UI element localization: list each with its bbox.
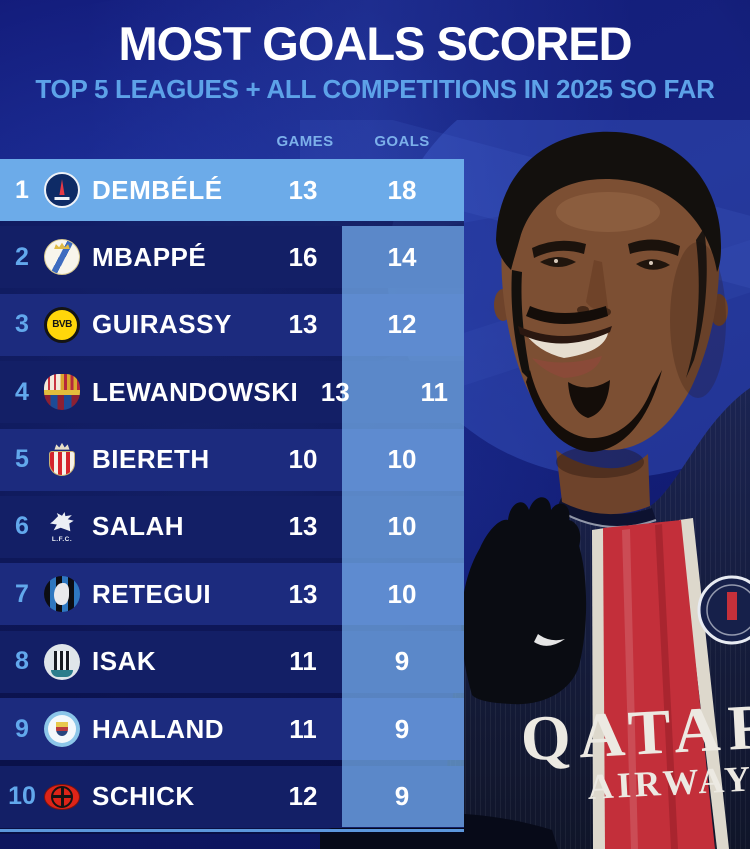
player-name: HAALAND (92, 713, 225, 744)
goals-value: 10 (387, 578, 417, 609)
leaderboard-table: 1 DEMBÉLÉ 13 18 2 MBAPPÉ 16 14 3 BVB GUI… (0, 159, 464, 833)
goals-value: 9 (394, 646, 410, 677)
player-neck (556, 450, 650, 515)
goals-column-header: GOALS (374, 133, 430, 150)
man-city-badge-icon (44, 711, 80, 748)
rank-label: 2 (15, 242, 29, 271)
leverkusen-badge-icon (44, 779, 80, 815)
rank-label: 9 (15, 714, 29, 743)
rank-label: 10 (8, 782, 36, 811)
player-mustache (526, 306, 608, 324)
goals-value: 9 (394, 713, 410, 744)
player-eyebrow-left (532, 240, 586, 258)
player-nose (586, 260, 608, 310)
sponsor-line2: AIRWAYS (586, 757, 750, 807)
table-row: 5 BIERETH 10 10 (0, 428, 464, 491)
player-photo: QATAR AIRWAYS (300, 120, 750, 849)
qatar-airways-sponsor-text: QATAR AIRWAYS (519, 690, 750, 807)
table-row: 6 L.F.C. SALAH 13 10 (0, 495, 464, 558)
nike-swoosh-icon (534, 634, 565, 646)
liverpool-badge-icon: L.F.C. (44, 509, 80, 545)
borussia-dortmund-badge-icon: BVB (44, 306, 80, 343)
rank-label: 6 (15, 512, 29, 541)
games-value: 13 (288, 174, 318, 205)
jersey-collar (556, 496, 656, 528)
player-beard (526, 370, 662, 452)
games-value: 13 (288, 309, 318, 340)
player-eyebrow-right (628, 239, 680, 256)
games-value: 13 (288, 511, 318, 542)
player-lower-lip (532, 356, 602, 378)
player-smile-teeth (524, 332, 608, 358)
goals-value: 12 (387, 309, 417, 340)
newcastle-badge-icon (44, 643, 80, 680)
real-madrid-badge-icon (44, 239, 80, 276)
psg-crest-icon (697, 575, 750, 645)
rank-label: 8 (15, 647, 29, 676)
player-eye-left (540, 257, 576, 267)
jersey-stripe-white-left (592, 528, 607, 849)
rank-label: 7 (15, 579, 29, 608)
player-name: SALAH (92, 511, 185, 542)
player-name: MBAPPÉ (92, 241, 207, 272)
psg-badge-icon (44, 172, 80, 208)
goals-column-highlight (342, 226, 464, 828)
player-head (494, 131, 728, 515)
column-headers: GAMES GOALS (0, 133, 464, 153)
table-underline (0, 829, 464, 832)
atalanta-badge-icon (44, 576, 80, 613)
goals-value: 9 (394, 781, 410, 812)
player-name: ISAK (92, 646, 157, 677)
goals-value: 11 (420, 376, 449, 407)
monaco-badge-icon (44, 442, 80, 478)
games-value: 11 (289, 646, 317, 677)
barcelona-badge-icon (44, 374, 80, 411)
games-value: 16 (288, 241, 318, 272)
rank-label: 4 (15, 377, 29, 406)
rank-label: 3 (15, 310, 29, 339)
player-name: RETEGUI (92, 578, 212, 609)
games-value: 13 (288, 578, 318, 609)
games-value: 12 (288, 781, 318, 812)
player-name: BIERETH (92, 444, 210, 475)
games-value: 11 (289, 713, 317, 744)
goals-value: 10 (387, 511, 417, 542)
rank-label: 1 (15, 175, 29, 204)
sponsor-line1: QATAR (519, 690, 750, 775)
jersey-stripe-red (603, 520, 715, 849)
games-value: 13 (320, 376, 350, 407)
goals-value: 18 (387, 174, 417, 205)
goals-value: 14 (387, 241, 417, 272)
games-value: 10 (288, 444, 318, 475)
jersey-stripe-white-right (679, 518, 729, 849)
goals-value: 10 (387, 444, 417, 475)
games-column-header: GAMES (276, 133, 334, 150)
player-jersey: QATAR AIRWAYS (446, 388, 750, 849)
player-glove (461, 497, 587, 705)
rank-label: 5 (15, 445, 29, 474)
player-eye-right (636, 259, 670, 270)
player-name: SCHICK (92, 781, 195, 812)
table-row: 1 DEMBÉLÉ 13 18 (0, 159, 464, 221)
player-name: DEMBÉLÉ (92, 174, 223, 205)
player-name: LEWANDOWSKI (92, 376, 299, 407)
player-name: GUIRASSY (92, 309, 232, 340)
player-hair (496, 131, 722, 272)
